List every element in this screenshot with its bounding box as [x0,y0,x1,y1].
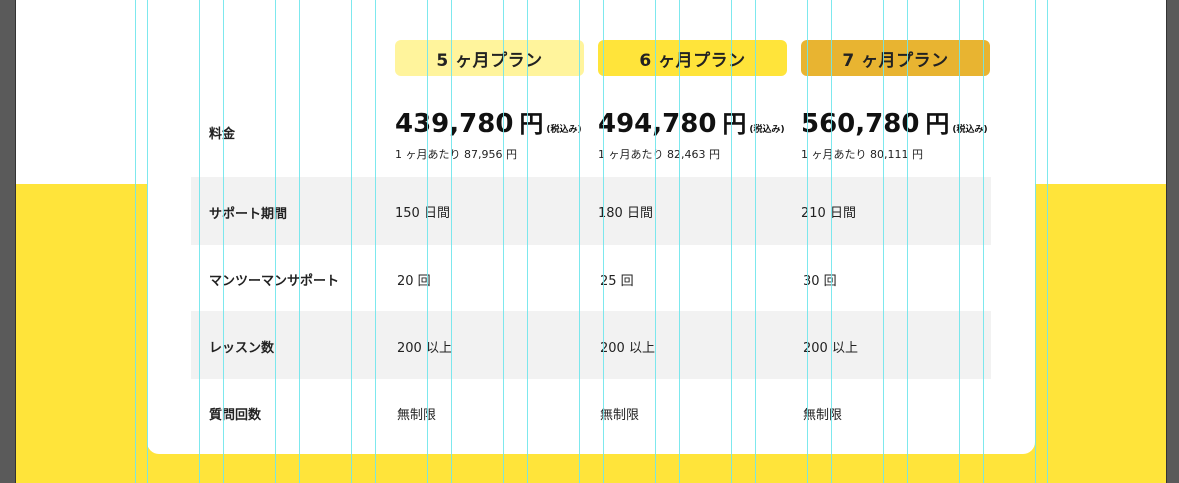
price-value-6: 494,780 円 (税込み) [598,109,785,139]
plan-header-7-months[interactable]: 7 ヶ月プラン [801,40,990,76]
row-label-mentoring: マンツーマンサポート [209,274,340,289]
per-month-5: 1 ヶ月あたり 87,956 円 [395,148,517,161]
support-value-7: 210 日間 [801,206,856,221]
mentoring-value-7: 30 回 [803,274,837,289]
per-month-7: 1 ヶ月あたり 80,111 円 [801,148,923,161]
per-month-6: 1 ヶ月あたり 82,463 円 [598,148,720,161]
questions-value-7: 無制限 [803,408,843,423]
mentoring-value-6: 25 回 [600,274,634,289]
plan-header-6-months[interactable]: 6 ヶ月プラン [598,40,787,76]
support-value-6: 180 日間 [598,206,653,221]
mentoring-value-5: 20 回 [397,274,431,289]
lessons-value-5: 200 以上 [397,341,452,356]
price-row: 料金 439,780 円 (税込み) 1 ヶ月あたり 87,956 円 494,78… [191,96,991,176]
row-label-questions: 質問回数 [209,408,262,423]
price-value-5: 439,780 円 (税込み) [395,109,582,139]
questions-value-5: 無制限 [397,408,437,423]
support-period-row: サポート期間 150 日間 180 日間 210 日間 [191,177,991,245]
canvas-left-edge [0,0,16,483]
support-value-5: 150 日間 [395,206,450,221]
pricing-card: 5 ヶ月プラン 6 ヶ月プラン 7 ヶ月プラン 料金 439,780 円 (税込み)… [147,0,1035,454]
artboard[interactable]: 5 ヶ月プラン 6 ヶ月プラン 7 ヶ月プラン 料金 439,780 円 (税込み)… [16,0,1166,483]
plan-header-5-months[interactable]: 5 ヶ月プラン [395,40,584,76]
lessons-value-7: 200 以上 [803,341,858,356]
price-value-7: 560,780 円 (税込み) [801,109,988,139]
row-label-support: サポート期間 [209,207,288,222]
row-label-price: 料金 [209,127,236,142]
questions-value-6: 無制限 [600,408,640,423]
questions-row: 質問回数 無制限 無制限 無制限 [191,379,991,445]
lessons-row: レッスン数 200 以上 200 以上 200 以上 [191,311,991,379]
plan-name: 7 ヶ月プラン [842,50,949,71]
plan-name: 5 ヶ月プラン [436,50,543,71]
canvas-right-edge [1166,0,1179,483]
lessons-value-6: 200 以上 [600,341,655,356]
mentoring-row: マンツーマンサポート 20 回 25 回 30 回 [191,245,991,311]
plan-name: 6 ヶ月プラン [639,50,746,71]
row-label-lessons: レッスン数 [209,341,275,356]
